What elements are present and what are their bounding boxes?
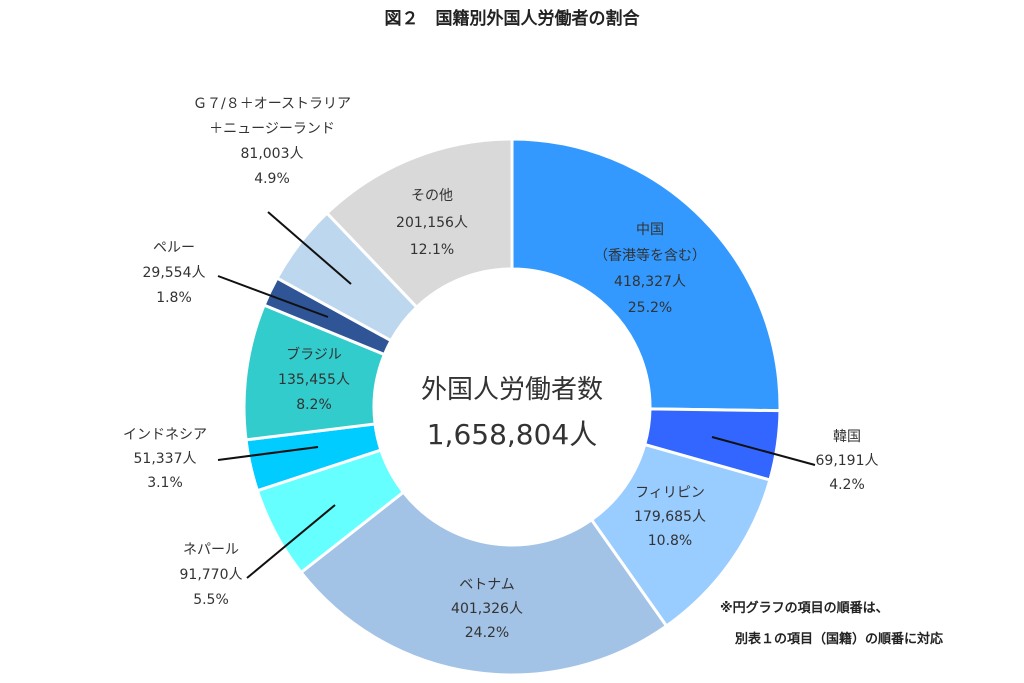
label-other-line: その他 [411,188,453,204]
label-indonesia-line: インドネシア [123,427,207,443]
label-peru-line: 1.8% [156,290,192,306]
slice-other [324,137,514,310]
label-china-line: 25.2% [628,300,672,316]
label-g78-line: 4.9% [254,171,290,187]
label-korea-line: 69,191人 [816,453,879,469]
chart-title: 図２ 国籍別外国人労働者の割合 [385,8,641,29]
label-china-line: （香港等を含む） [594,247,706,264]
label-korea-line: 4.2% [829,477,865,493]
label-peru-line: ペルー [153,240,195,256]
label-other: その他 201,156人 12.1% [396,188,468,258]
label-other-line: 12.1% [410,242,454,258]
label-philippines: フィリピン 179,685人 10.8% [634,485,706,549]
label-vietnam-line: 401,326人 [451,601,523,617]
label-brazil: ブラジル 135,455人 8.2% [278,346,350,413]
slice-china [510,137,782,413]
label-brazil-line: ブラジル [286,346,342,363]
label-china-line: 418,327人 [614,274,686,290]
label-nepal: ネパール 91,770人 5.5% [180,542,243,608]
label-other-line: 201,156人 [396,215,468,231]
label-g78: Ｇ７/８＋オーストラリア ＋ニュージーランド 81,003人 4.9% [193,96,351,187]
donut-slices [242,137,782,677]
label-nepal-line: 5.5% [193,592,229,608]
label-korea-line: 韓国 [833,429,861,445]
leader-lines [217,211,816,579]
leader-g78 [267,211,352,285]
label-philippines-line: 10.8% [648,533,692,549]
label-china: 中国 （香港等を含む） 418,327人 25.2% [594,222,706,316]
label-indonesia-line: 51,337人 [134,451,197,467]
label-g78-line: ＋ニュージーランド [209,121,335,137]
center-total: 1,658,804人 [427,418,598,451]
slice-labels: 中国 （香港等を含む） 418,327人 25.2% 韓国 69,191人 4.2% フィリピ… [123,96,879,641]
label-vietnam-line: ベトナム [459,577,515,593]
label-vietnam-line: 24.2% [465,625,509,641]
note-line-2: 別表１の項目（国籍）の順番に対応 [734,631,943,647]
label-g78-line: Ｇ７/８＋オーストラリア [193,96,351,112]
label-philippines-line: フィリピン [635,485,705,501]
label-korea: 韓国 69,191人 4.2% [816,429,879,493]
label-peru: ペルー 29,554人 1.8% [143,240,206,306]
label-philippines-line: 179,685人 [634,509,706,525]
label-indonesia-line: 3.1% [147,475,183,491]
label-indonesia: インドネシア 51,337人 3.1% [123,427,207,491]
label-vietnam: ベトナム 401,326人 24.2% [451,577,523,641]
note-line-1: ※円グラフの項目の順番は、 [720,600,889,616]
label-nepal-line: 91,770人 [180,567,243,583]
leader-korea [711,436,816,466]
label-nepal-line: ネパール [183,542,239,558]
label-brazil-line: 135,455人 [278,372,350,388]
center-title: 外国人労働者数 [421,375,603,405]
leader-indonesia [217,446,319,461]
slice-vietnam [299,490,669,677]
label-brazil-line: 8.2% [296,397,332,413]
label-peru-line: 29,554人 [143,265,206,281]
leader-peru [217,275,329,318]
label-china-line: 中国 [636,222,664,238]
leader-nepal [246,504,336,579]
label-g78-line: 81,003人 [241,146,304,162]
